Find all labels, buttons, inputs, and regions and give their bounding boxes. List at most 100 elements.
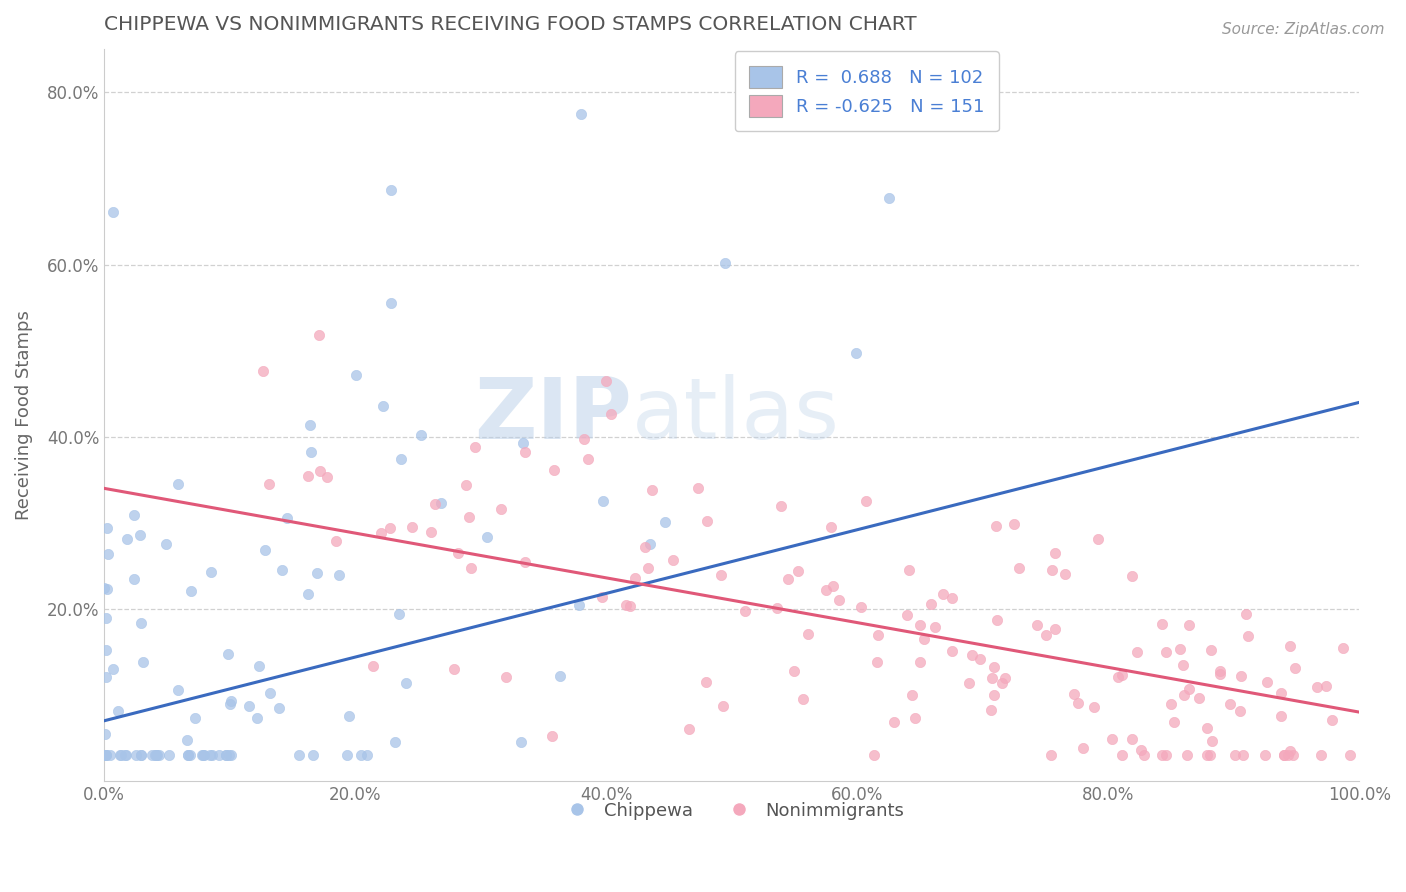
Point	[1160, 697, 1182, 711]
Point	[287, 748, 309, 763]
Point	[941, 644, 963, 658]
Point	[145, 748, 167, 763]
Point	[1121, 732, 1143, 747]
Point	[96, 520, 118, 534]
Point	[155, 537, 177, 551]
Point	[896, 608, 918, 623]
Point	[904, 711, 927, 725]
Point	[714, 256, 737, 270]
Point	[1173, 689, 1195, 703]
Point	[662, 552, 685, 566]
Point	[912, 632, 935, 647]
Point	[370, 526, 392, 541]
Point	[177, 748, 200, 763]
Point	[246, 711, 269, 725]
Point	[1331, 640, 1354, 655]
Point	[678, 722, 700, 736]
Point	[1171, 657, 1194, 672]
Point	[460, 560, 482, 574]
Point	[122, 572, 145, 586]
Point	[734, 604, 756, 618]
Point	[1111, 667, 1133, 681]
Point	[897, 563, 920, 577]
Point	[1234, 607, 1257, 621]
Point	[107, 704, 129, 718]
Point	[1083, 700, 1105, 714]
Point	[696, 514, 718, 528]
Point	[247, 658, 270, 673]
Point	[550, 669, 572, 683]
Point	[131, 656, 153, 670]
Point	[94, 727, 117, 741]
Point	[766, 600, 789, 615]
Point	[129, 748, 152, 763]
Point	[214, 748, 236, 763]
Point	[257, 477, 280, 491]
Point	[167, 477, 190, 491]
Point	[1121, 569, 1143, 583]
Point	[93, 582, 115, 596]
Point	[219, 698, 242, 712]
Point	[97, 547, 120, 561]
Point	[252, 364, 274, 378]
Point	[1284, 660, 1306, 674]
Legend: Chippewa, Nonimmigrants: Chippewa, Nonimmigrants	[553, 795, 911, 827]
Point	[115, 533, 138, 547]
Point	[1195, 721, 1218, 735]
Point	[190, 748, 212, 763]
Point	[1278, 744, 1301, 758]
Point	[215, 748, 238, 763]
Point	[1168, 642, 1191, 657]
Point	[1208, 667, 1230, 681]
Point	[901, 689, 924, 703]
Point	[807, 68, 830, 82]
Point	[572, 433, 595, 447]
Point	[592, 494, 614, 508]
Point	[217, 647, 239, 661]
Point	[855, 493, 877, 508]
Point	[1101, 731, 1123, 746]
Point	[568, 598, 591, 612]
Point	[1281, 748, 1303, 763]
Point	[1042, 564, 1064, 578]
Point	[1201, 733, 1223, 747]
Point	[543, 463, 565, 477]
Point	[877, 191, 900, 205]
Point	[307, 566, 329, 581]
Point	[218, 748, 240, 763]
Point	[512, 435, 534, 450]
Point	[454, 477, 477, 491]
Point	[238, 699, 260, 714]
Point	[1305, 681, 1327, 695]
Point	[1054, 567, 1077, 582]
Point	[1339, 748, 1361, 763]
Point	[983, 688, 1005, 702]
Point	[124, 748, 146, 763]
Point	[129, 748, 152, 763]
Point	[1219, 697, 1241, 711]
Point	[941, 591, 963, 605]
Point	[513, 556, 536, 570]
Point	[361, 658, 384, 673]
Point	[981, 671, 1004, 685]
Point	[1008, 561, 1031, 575]
Point	[1229, 704, 1251, 718]
Point	[389, 452, 412, 467]
Point	[1223, 748, 1246, 763]
Point	[98, 748, 121, 763]
Point	[1209, 665, 1232, 679]
Point	[1177, 748, 1199, 763]
Point	[388, 607, 411, 622]
Point	[96, 582, 118, 597]
Point	[93, 748, 115, 763]
Point	[623, 571, 645, 585]
Point	[110, 748, 132, 763]
Point	[356, 748, 378, 763]
Point	[114, 748, 136, 763]
Point	[108, 748, 131, 763]
Point	[101, 662, 124, 676]
Point	[489, 502, 512, 516]
Point	[770, 499, 793, 513]
Point	[637, 561, 659, 575]
Point	[783, 664, 806, 678]
